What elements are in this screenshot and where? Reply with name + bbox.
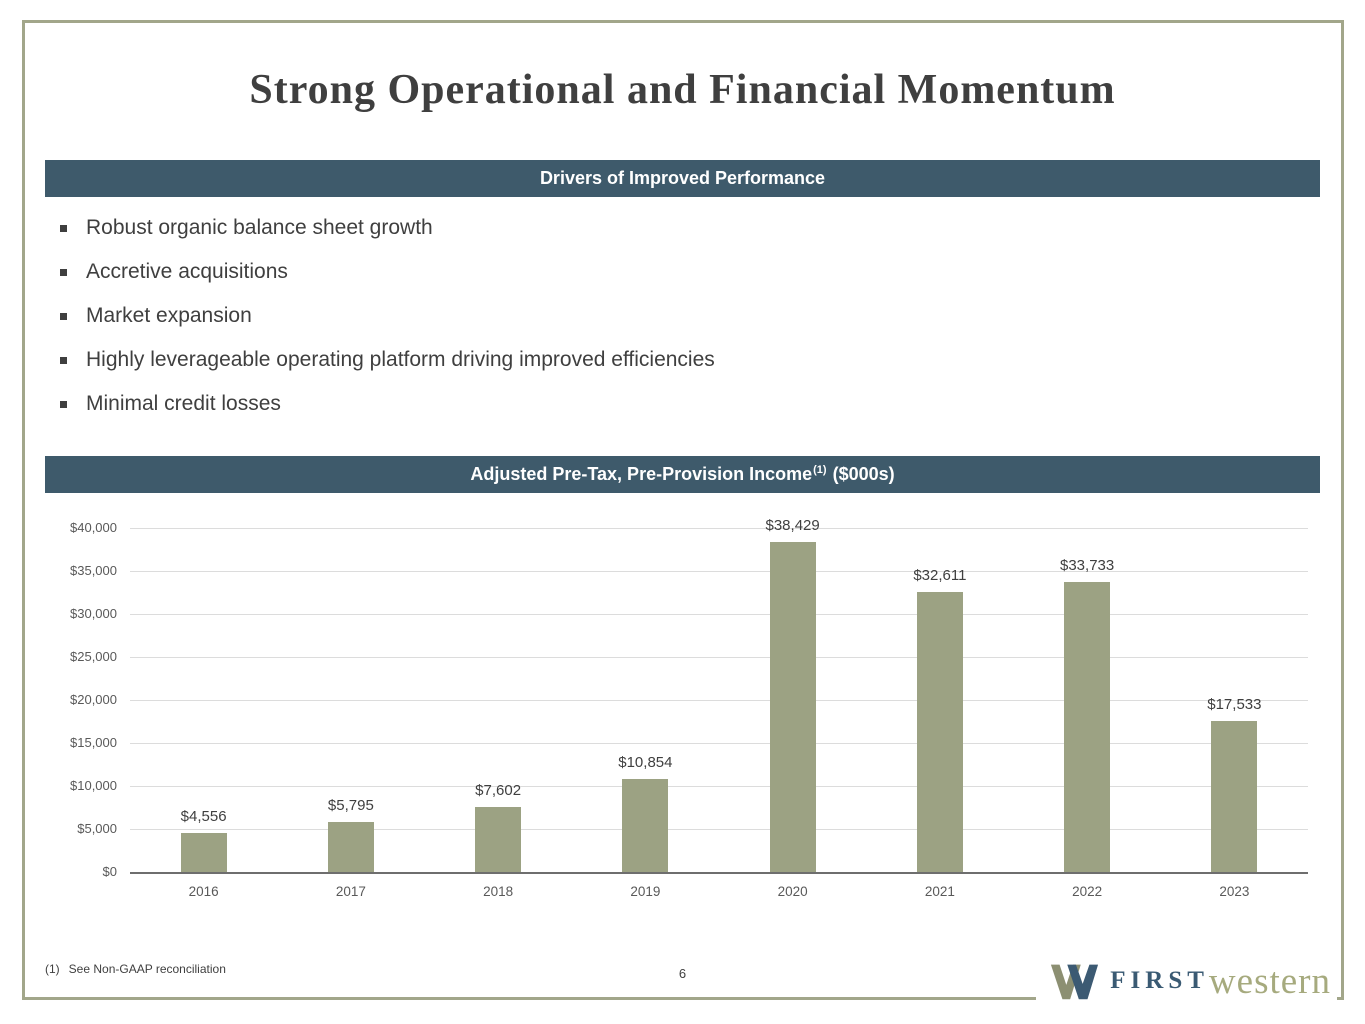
- footnote: (1) See Non-GAAP reconciliation: [45, 962, 226, 976]
- y-tick-label: $5,000: [77, 821, 117, 836]
- page-title: Strong Operational and Financial Momentu…: [249, 67, 1116, 113]
- bar-value-label: $17,533: [1207, 696, 1262, 714]
- bar-value-label: $33,733: [1060, 556, 1115, 574]
- bar-value-label: $38,429: [765, 516, 820, 534]
- bullet-item-label: Minimal credit losses: [86, 392, 281, 415]
- x-tick-label: 2019: [630, 884, 661, 899]
- bar-2018: [475, 806, 522, 872]
- chart-gridline: [130, 829, 1308, 830]
- y-tick-label: $30,000: [70, 606, 117, 621]
- bullet-square-icon: [60, 224, 67, 232]
- x-tick-label: 2016: [188, 884, 219, 899]
- bullet-square-icon: [60, 268, 67, 276]
- bar-2023: [1211, 721, 1258, 872]
- chart-gridline: [130, 700, 1308, 701]
- y-tick-label: $25,000: [70, 649, 117, 664]
- chart-header-units: ($000s): [827, 464, 895, 484]
- footnote-marker: (1): [45, 962, 60, 976]
- footnote-text: See Non-GAAP reconciliation: [68, 962, 226, 976]
- bar-value-label: $7,602: [475, 781, 522, 799]
- bar-chart: $0 $5,000 $10,000 $15,000 $20,000 $25,000 $30,…: [45, 498, 1320, 910]
- bullet-item-3: Market expansion: [60, 294, 715, 338]
- bar-2020: [769, 541, 816, 872]
- chart-section-header-label: Adjusted Pre-Tax, Pre-Provision Income(1…: [470, 464, 894, 485]
- bullet-item-label: Market expansion: [86, 304, 252, 327]
- y-tick-label: $20,000: [70, 692, 117, 707]
- bar-2022: [1064, 581, 1111, 872]
- x-tick-label: 2021: [924, 884, 955, 899]
- bar-value-label: $5,795: [327, 797, 374, 815]
- bullet-item-1: Robust organic balance sheet growth: [60, 206, 715, 250]
- page-number: 6: [678, 966, 687, 981]
- bullet-item-4: Highly leverageable operating platform d…: [60, 338, 715, 382]
- first-western-w-icon: [1051, 964, 1099, 1000]
- bullet-square-icon: [60, 312, 67, 320]
- chart-gridline: [130, 657, 1308, 658]
- logo-text-first: FIRST: [1110, 967, 1209, 994]
- drivers-section-header: Drivers of Improved Performance: [45, 160, 1320, 197]
- bar-value-label: $10,854: [618, 753, 673, 771]
- chart-gridline: [130, 786, 1308, 787]
- x-axis-line: [130, 872, 1308, 874]
- y-tick-label: $0: [102, 864, 117, 879]
- x-tick-label: 2018: [483, 884, 514, 899]
- bullet-item-label: Highly leverageable operating platform d…: [86, 348, 715, 371]
- y-tick-label: $15,000: [70, 735, 117, 750]
- y-tick-label: $40,000: [70, 520, 117, 535]
- x-tick-label: 2022: [1072, 884, 1103, 899]
- bar-2017: [327, 822, 374, 872]
- chart-section-header: Adjusted Pre-Tax, Pre-Provision Income(1…: [45, 456, 1320, 493]
- drivers-section-header-label: Drivers of Improved Performance: [539, 168, 826, 188]
- bar-value-label: $32,611: [913, 566, 967, 584]
- chart-gridline: [130, 614, 1308, 615]
- bar-value-label: $4,556: [180, 807, 227, 825]
- chart-gridline: [130, 743, 1308, 744]
- drivers-bullet-list: Robust organic balance sheet growth Accre…: [60, 206, 715, 426]
- x-tick-label: 2020: [777, 884, 808, 899]
- bullet-item-label: Robust organic balance sheet growth: [86, 216, 433, 239]
- chart-gridline: [130, 571, 1308, 572]
- bullet-item-label: Accretive acquisitions: [86, 260, 288, 283]
- x-tick-label: 2017: [335, 884, 366, 899]
- bullet-square-icon: [60, 400, 67, 408]
- y-tick-label: $10,000: [70, 778, 117, 793]
- bullet-item-2: Accretive acquisitions: [60, 250, 715, 294]
- bar-2016: [180, 832, 227, 872]
- bar-2019: [622, 778, 669, 872]
- x-tick-label: 2023: [1219, 884, 1250, 899]
- chart-header-text: Adjusted Pre-Tax, Pre-Provision Income: [470, 464, 813, 484]
- chart-header-footnote-ref: (1): [813, 464, 827, 476]
- bullet-square-icon: [60, 356, 67, 364]
- first-western-logo: FIRST western: [1036, 950, 1337, 1012]
- logo-text-western: western: [1208, 960, 1331, 1002]
- chart-gridline: [130, 528, 1308, 529]
- bar-2021: [916, 591, 963, 872]
- y-tick-label: $35,000: [70, 563, 117, 578]
- bullet-item-5: Minimal credit losses: [60, 382, 715, 426]
